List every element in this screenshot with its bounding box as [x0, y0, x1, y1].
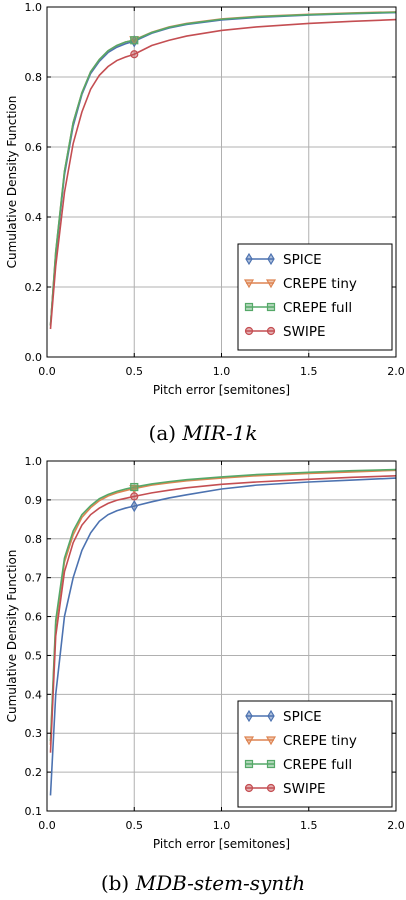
y-tick-label: 0.0 [25, 351, 43, 364]
legend-marker [267, 709, 275, 723]
y-tick-label: 0.2 [25, 766, 43, 779]
legend-marker [245, 252, 253, 266]
x-tick-label: 2.0 [387, 819, 405, 832]
legend-marker [267, 252, 275, 266]
x-tick-label: 1.0 [213, 365, 231, 378]
caption-dataset-name: MIR-1k [181, 421, 257, 445]
figure-caption: (b) MDB-stem-synth [101, 871, 305, 895]
series-line-swipe [49, 474, 397, 753]
legend-label: CREPE tiny [283, 276, 357, 292]
legend-marker [244, 302, 254, 312]
y-tick-label: 0.7 [25, 572, 43, 585]
y-tick-label: 0.1 [25, 805, 43, 818]
x-tick-label: 0.0 [38, 365, 56, 378]
legend-label: CREPE full [283, 757, 352, 773]
y-tick-label: 0.6 [25, 611, 43, 624]
x-tick-label: 1.5 [300, 365, 318, 378]
legend-label: SPICE [283, 709, 322, 725]
legend-label: SPICE [283, 252, 322, 268]
data-point-swipe [130, 50, 139, 59]
y-tick-label: 0.2 [25, 281, 43, 294]
x-tick-label: 0.5 [126, 365, 144, 378]
y-tick-label: 0.8 [25, 533, 43, 546]
legend: SPICE CREPE tiny CREPE full SWIPE [237, 243, 393, 351]
legend-label: SWIPE [283, 324, 326, 340]
series-line-crepe-full [49, 468, 397, 742]
x-tick-label: 1.5 [300, 819, 318, 832]
x-axis-label: Pitch error [semitones] [153, 383, 290, 397]
legend-label: CREPE tiny [283, 733, 357, 749]
legend-marker [245, 709, 253, 723]
data-point-spice [130, 499, 138, 513]
y-tick-label: 0.3 [25, 727, 43, 740]
legend-marker [244, 783, 254, 793]
legend-marker [266, 759, 276, 769]
y-tick-label: 0.8 [25, 71, 43, 84]
y-tick-label: 0.4 [25, 688, 43, 701]
legend-marker [243, 736, 255, 746]
x-tick-label: 0.5 [126, 819, 144, 832]
caption-dataset-name: MDB-stem-synth [135, 871, 306, 895]
legend-frame [237, 700, 393, 808]
chart-2: 0.0 0.5 1.0 1.5 2.0 0.1 0.2 0.3 0.4 0.5 0.6 0.7 0.8 0… [5, 455, 405, 895]
x-tick-label: 1.0 [213, 819, 231, 832]
x-tick-label: 0.0 [38, 819, 56, 832]
legend-label: CREPE full [283, 300, 352, 316]
y-tick-label: 0.9 [25, 494, 43, 507]
series-line-swipe [49, 18, 397, 330]
y-tick-label: 1.0 [25, 455, 43, 468]
y-tick-label: 0.6 [25, 141, 43, 154]
y-tick-label: 0.4 [25, 211, 43, 224]
data-point-crepe-tiny [129, 485, 140, 494]
figure-caption: (a) MIR-1k [149, 421, 258, 445]
chart-1: 0.0 0.5 1.0 1.5 2.0 0.0 0.2 0.4 0.6 0.8 1.0 Pitch e… [5, 1, 405, 445]
y-tick-label: 1.0 [25, 1, 43, 14]
data-point-crepe-full [130, 482, 139, 492]
legend-marker [266, 783, 276, 793]
series-line-crepe-full [49, 11, 397, 326]
data-point-crepe-full [130, 36, 139, 45]
legend-marker [243, 279, 255, 289]
y-axis-label: Cumulative Density Function [5, 550, 19, 723]
caption-prefix: (a) [149, 421, 183, 445]
legend-frame [237, 243, 393, 351]
y-axis-label: Cumulative Density Function [5, 96, 19, 269]
legend: SPICE CREPE tiny CREPE full SWIPE [237, 700, 393, 808]
legend-marker [244, 326, 254, 336]
legend-marker [265, 279, 277, 289]
x-axis-label: Pitch error [semitones] [153, 837, 290, 851]
legend-marker [266, 302, 276, 312]
legend-label: SWIPE [283, 781, 326, 797]
legend-marker [266, 326, 276, 336]
y-tick-label: 0.5 [25, 649, 43, 662]
legend-marker [244, 759, 254, 769]
caption-prefix: (b) [101, 871, 136, 895]
series-line-crepe-tiny [49, 469, 397, 745]
data-point-swipe [130, 492, 139, 501]
x-tick-label: 2.0 [387, 365, 405, 378]
legend-marker [265, 736, 277, 746]
series-line-spice [49, 477, 397, 796]
